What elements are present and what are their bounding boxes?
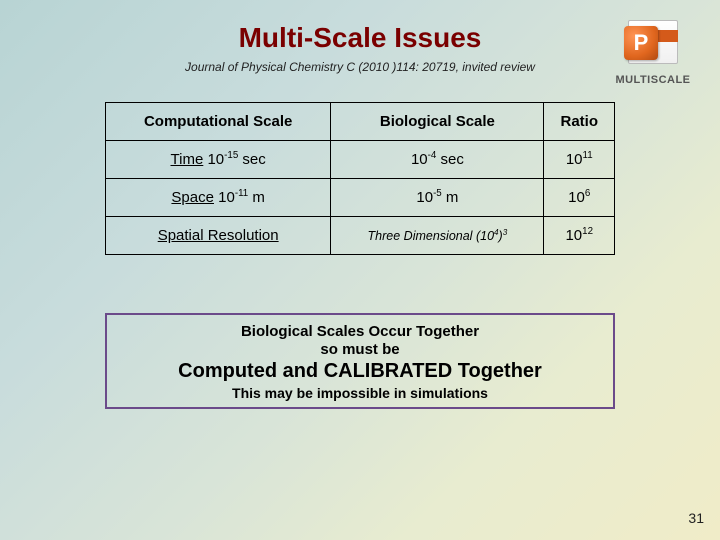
cell-spatial-computational: Spatial Resolution	[106, 217, 331, 255]
cell-spatial-biological: Three Dimensional (104)3	[331, 217, 544, 255]
multiscale-label: MULTISCALE	[608, 74, 698, 86]
table-row: Spatial Resolution Three Dimensional (10…	[106, 217, 615, 255]
cell-space-ratio: 106	[544, 179, 615, 217]
table-header-row: Computational Scale Biological Scale Rat…	[106, 103, 615, 141]
cell-space-biological: 10-5 m	[331, 179, 544, 217]
callout-line-1: Biological Scales Occur Together	[117, 323, 603, 340]
callout-line-3: Computed and CALIBRATED Together	[117, 360, 603, 383]
scales-table: Computational Scale Biological Scale Rat…	[105, 102, 615, 255]
col-header-biological: Biological Scale	[331, 103, 544, 141]
cell-time-computational: Time 10-15 sec	[106, 141, 331, 179]
cell-time-biological: 10-4 sec	[331, 141, 544, 179]
callout-line-4: This may be impossible in simulations	[117, 385, 603, 401]
col-header-ratio: Ratio	[544, 103, 615, 141]
table-row: Time 10-15 sec 10-4 sec 1011	[106, 141, 615, 179]
cell-time-ratio: 1011	[544, 141, 615, 179]
logo-block: P MULTISCALE	[608, 20, 698, 86]
page-number: 31	[688, 510, 704, 526]
callout-box: Biological Scales Occur Together so must…	[105, 313, 615, 409]
powerpoint-icon: P	[624, 20, 682, 70]
powerpoint-letter: P	[624, 26, 658, 60]
callout-line-2: so must be	[117, 341, 603, 358]
col-header-computational: Computational Scale	[106, 103, 331, 141]
cell-space-computational: Space 10-11 m	[106, 179, 331, 217]
table-row: Space 10-11 m 10-5 m 106	[106, 179, 615, 217]
cell-spatial-ratio: 1012	[544, 217, 615, 255]
